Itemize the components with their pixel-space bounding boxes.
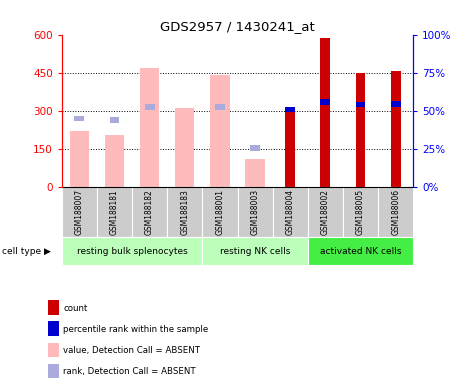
Bar bbox=[167, 187, 202, 237]
Text: GSM188183: GSM188183 bbox=[180, 189, 189, 235]
Bar bbox=[308, 237, 413, 265]
Text: GSM188003: GSM188003 bbox=[251, 189, 259, 235]
Text: GSM188006: GSM188006 bbox=[391, 189, 400, 235]
Bar bbox=[356, 73, 365, 187]
Text: GSM188181: GSM188181 bbox=[110, 189, 119, 235]
Text: GSM188002: GSM188002 bbox=[321, 189, 330, 235]
Bar bbox=[175, 108, 194, 187]
Bar bbox=[202, 187, 238, 237]
Bar bbox=[391, 101, 400, 107]
Bar bbox=[62, 187, 97, 237]
Bar bbox=[321, 99, 330, 105]
Bar bbox=[343, 187, 378, 237]
Bar bbox=[285, 107, 295, 187]
Title: GDS2957 / 1430241_at: GDS2957 / 1430241_at bbox=[160, 20, 315, 33]
Bar bbox=[356, 102, 365, 108]
Bar bbox=[238, 187, 273, 237]
Bar bbox=[110, 117, 119, 122]
Bar bbox=[62, 237, 202, 265]
Bar bbox=[202, 237, 308, 265]
Bar bbox=[273, 187, 308, 237]
Text: GSM188182: GSM188182 bbox=[145, 189, 154, 235]
Bar bbox=[321, 38, 330, 187]
Text: GSM188001: GSM188001 bbox=[216, 189, 224, 235]
Bar bbox=[105, 135, 124, 187]
Text: value, Detection Call = ABSENT: value, Detection Call = ABSENT bbox=[63, 346, 200, 355]
Bar bbox=[97, 187, 132, 237]
Bar bbox=[378, 187, 413, 237]
Text: rank, Detection Call = ABSENT: rank, Detection Call = ABSENT bbox=[63, 367, 196, 376]
Bar bbox=[140, 68, 159, 187]
Bar bbox=[132, 187, 167, 237]
Text: GSM188004: GSM188004 bbox=[286, 189, 294, 235]
Text: activated NK cells: activated NK cells bbox=[320, 247, 401, 256]
Bar bbox=[70, 131, 89, 187]
Text: percentile rank within the sample: percentile rank within the sample bbox=[63, 325, 209, 334]
Text: resting NK cells: resting NK cells bbox=[220, 247, 290, 256]
Text: resting bulk splenocytes: resting bulk splenocytes bbox=[76, 247, 188, 256]
Text: GSM188005: GSM188005 bbox=[356, 189, 365, 235]
Bar bbox=[391, 71, 400, 187]
Bar bbox=[308, 187, 343, 237]
Bar bbox=[215, 104, 225, 110]
Bar bbox=[250, 145, 260, 151]
Bar bbox=[75, 116, 84, 121]
Bar bbox=[285, 107, 295, 113]
Bar bbox=[210, 75, 229, 187]
Bar bbox=[246, 159, 265, 187]
Text: cell type ▶: cell type ▶ bbox=[2, 247, 51, 256]
Bar bbox=[145, 104, 154, 110]
Text: GSM188007: GSM188007 bbox=[75, 189, 84, 235]
Text: count: count bbox=[63, 304, 87, 313]
